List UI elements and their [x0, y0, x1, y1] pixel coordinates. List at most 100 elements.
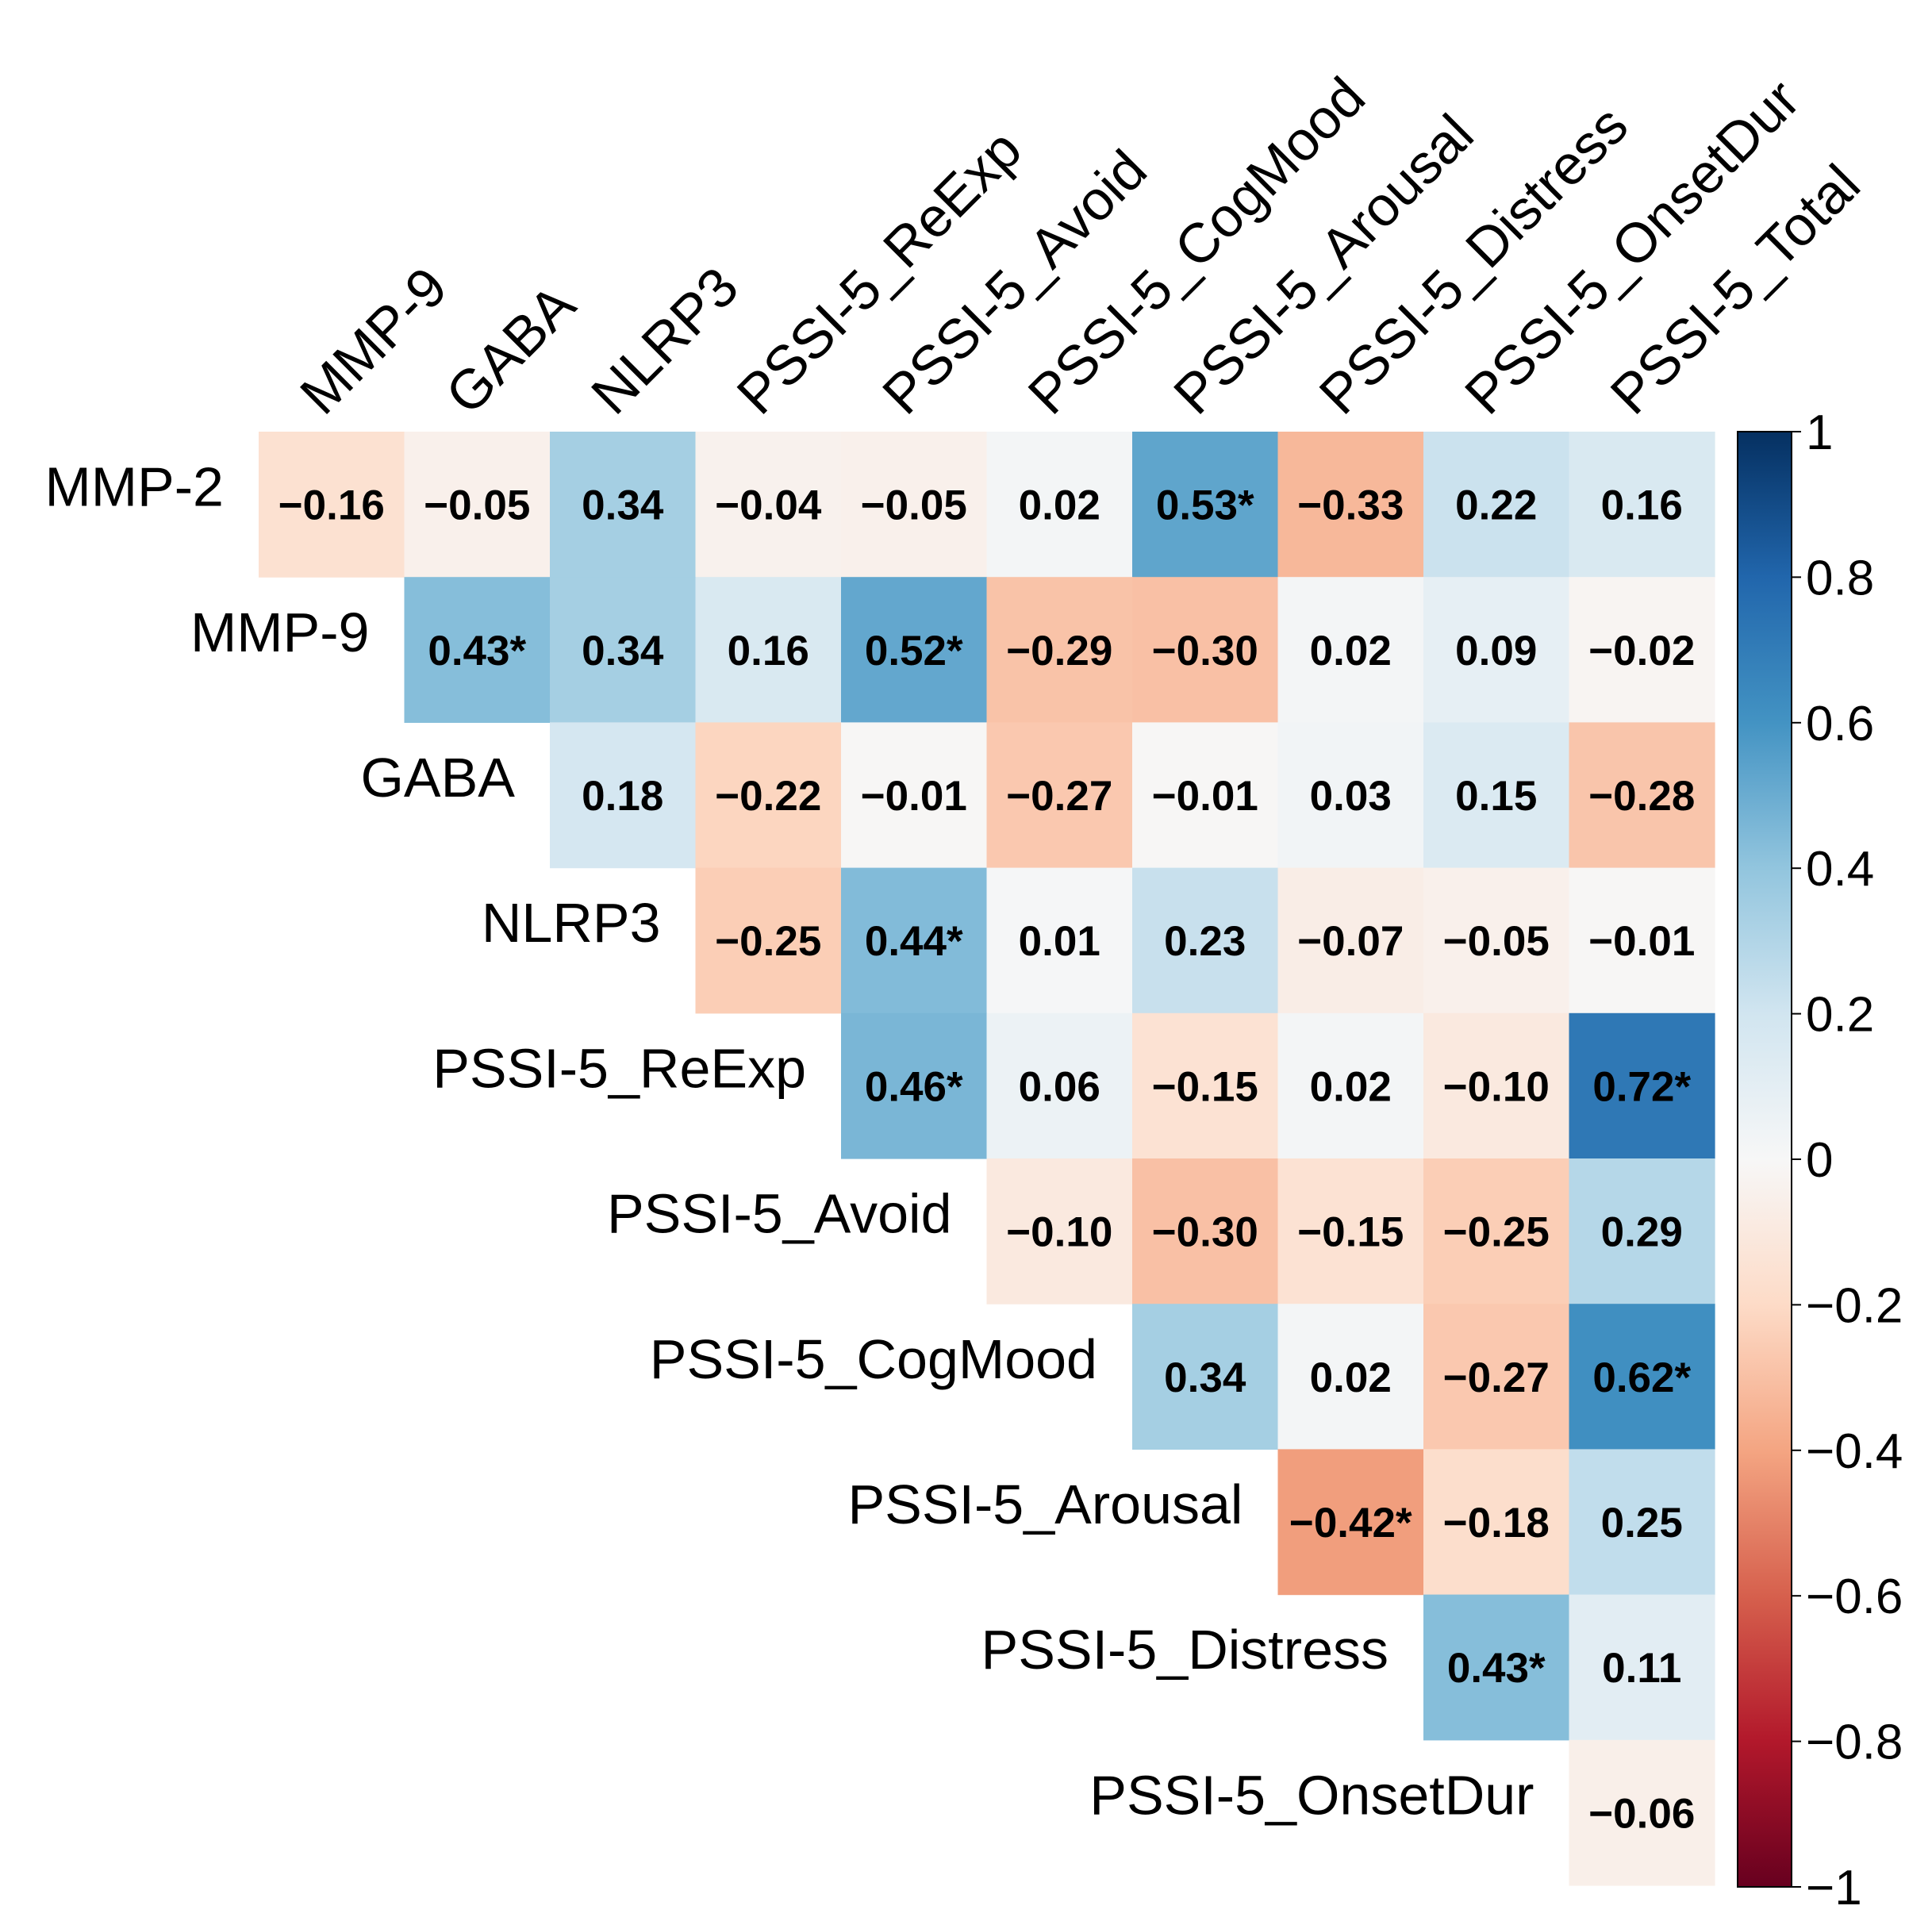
cell-value-label: 0.52* — [865, 628, 963, 674]
cell-value-label: −0.25 — [1443, 1209, 1550, 1256]
cell-value-label: 0.34 — [1164, 1354, 1246, 1401]
cell-rect — [1423, 722, 1570, 869]
cell-rect — [1569, 432, 1715, 578]
heatmap-cell: −0.33 — [1277, 432, 1424, 578]
cell-rect — [1277, 1304, 1424, 1450]
column-label: PSSI-5_Total — [1599, 153, 1872, 426]
heatmap-cell: −0.07 — [1277, 867, 1424, 1014]
cell-rect — [1277, 1158, 1424, 1304]
cell-value-label: −0.01 — [1152, 773, 1258, 820]
heatmap-cell: −0.10 — [1423, 1012, 1570, 1159]
row-label: PSSI-5_Avoid — [607, 1183, 952, 1245]
cell-rect — [695, 867, 842, 1014]
heatmap-cell: 0.16 — [695, 577, 842, 723]
heatmap-cell: −0.25 — [695, 867, 842, 1014]
heatmap-cell: 0.06 — [986, 1012, 1133, 1159]
cell-rect — [695, 577, 842, 723]
cell-rect — [1132, 1158, 1279, 1304]
cell-rect — [1569, 722, 1715, 869]
cell-rect — [404, 577, 551, 723]
heatmap-cell: 0.09 — [1423, 577, 1570, 723]
heatmap-cell: 0.11 — [1569, 1594, 1715, 1741]
colorbar-tick-label: −0.6 — [1806, 1569, 1903, 1624]
cell-rect — [1132, 577, 1279, 723]
colorbar-bar — [1737, 431, 1792, 1888]
colorbar-tick-label: 0.4 — [1806, 842, 1874, 897]
heatmap-cell: 0.34 — [550, 432, 697, 578]
column-labels: MMP-9GABANLRP3PSSI-5_ReExpPSSI-5_AvoidPS… — [288, 65, 1872, 425]
cell-value-label: −0.07 — [1297, 918, 1404, 965]
cell-rect — [1423, 1012, 1570, 1159]
heatmap-cell: −0.01 — [841, 722, 988, 869]
cell-value-label: 0.43* — [428, 628, 526, 674]
row-label: MMP-2 — [44, 456, 224, 518]
cell-value-label: 0.25 — [1601, 1500, 1683, 1546]
column-label: MMP-9 — [288, 255, 459, 426]
cell-value-label: 0.34 — [582, 628, 664, 674]
heatmap-cell: −0.04 — [695, 432, 842, 578]
heatmap-cell: 0.34 — [550, 577, 697, 723]
heatmap-cell: −0.05 — [841, 432, 988, 578]
cell-value-label: 0.02 — [1310, 1354, 1392, 1401]
row-label: PSSI-5_CogMood — [650, 1328, 1097, 1390]
colorbar-tick-label: −1 — [1806, 1861, 1862, 1915]
cell-value-label: −0.16 — [278, 482, 385, 529]
cell-value-label: 0.53* — [1156, 482, 1254, 529]
cell-value-label: −0.04 — [715, 482, 822, 529]
heatmap-cell: −0.01 — [1132, 722, 1279, 869]
row-label: PSSI-5_Arousal — [847, 1473, 1243, 1535]
colorbar-tick-label: 0.6 — [1806, 697, 1874, 751]
cell-value-label: 0.44* — [865, 918, 963, 965]
cell-rect — [1569, 1449, 1715, 1596]
heatmap-cell: −0.01 — [1569, 867, 1715, 1014]
cell-value-label: 0.23 — [1164, 918, 1246, 965]
cell-rect — [695, 432, 842, 578]
heatmap-cell: −0.30 — [1132, 577, 1279, 723]
cell-value-label: −0.10 — [1443, 1063, 1550, 1110]
cell-rect — [1277, 1012, 1424, 1159]
heatmap-cell: −0.28 — [1569, 722, 1715, 869]
heatmap-cell: 0.43* — [1423, 1594, 1570, 1741]
cell-rect — [550, 432, 697, 578]
colorbar-tick-label: −0.2 — [1806, 1278, 1903, 1333]
cell-rect — [1277, 1449, 1424, 1596]
row-label: NLRP3 — [482, 892, 661, 954]
heatmap-cell: 0.46* — [841, 1012, 988, 1159]
cell-rect — [1277, 577, 1424, 723]
cell-value-label: −0.33 — [1297, 482, 1404, 529]
heatmap-cell: 0.02 — [1277, 1304, 1424, 1450]
cell-value-label: −0.02 — [1588, 628, 1695, 674]
heatmap-cell: −0.25 — [1423, 1158, 1570, 1304]
heatmap-cell: 0.29 — [1569, 1158, 1715, 1304]
cell-rect — [1569, 577, 1715, 723]
row-label: MMP-9 — [190, 601, 370, 663]
heatmap-cell: 0.02 — [1277, 577, 1424, 723]
cell-rect — [259, 432, 405, 578]
cell-value-label: −0.06 — [1588, 1790, 1695, 1837]
colorbar-tick-label: 0 — [1806, 1133, 1833, 1188]
cell-rect — [1132, 867, 1279, 1014]
heatmap-cell: −0.06 — [1569, 1739, 1715, 1886]
cell-rect — [1423, 1158, 1570, 1304]
heatmap-cell: 0.22 — [1423, 432, 1570, 578]
cell-value-label: 0.02 — [1019, 482, 1100, 529]
cell-value-label: −0.27 — [1006, 773, 1112, 820]
heatmap-cell: 0.23 — [1132, 867, 1279, 1014]
cell-rect — [986, 1012, 1133, 1159]
heatmap-cell: 0.03 — [1277, 722, 1424, 869]
heatmap-cell: −0.18 — [1423, 1449, 1570, 1596]
cell-value-label: 0.72* — [1592, 1063, 1691, 1110]
cell-rect — [1569, 1594, 1715, 1741]
cell-value-label: 0.02 — [1310, 1063, 1392, 1110]
cell-value-label: −0.22 — [715, 773, 821, 820]
cell-value-label: 0.29 — [1601, 1209, 1683, 1256]
cell-value-label: 0.62* — [1592, 1354, 1691, 1401]
heatmap-cell: −0.15 — [1132, 1012, 1279, 1159]
colorbar-tick-label: 0.8 — [1806, 551, 1874, 605]
heatmap-cell: 0.16 — [1569, 432, 1715, 578]
cell-value-label: 0.11 — [1602, 1645, 1681, 1692]
cell-value-label: 0.06 — [1019, 1063, 1100, 1110]
cell-value-label: 0.16 — [728, 628, 809, 674]
cell-rect — [404, 432, 551, 578]
cell-rect — [1569, 1739, 1715, 1886]
